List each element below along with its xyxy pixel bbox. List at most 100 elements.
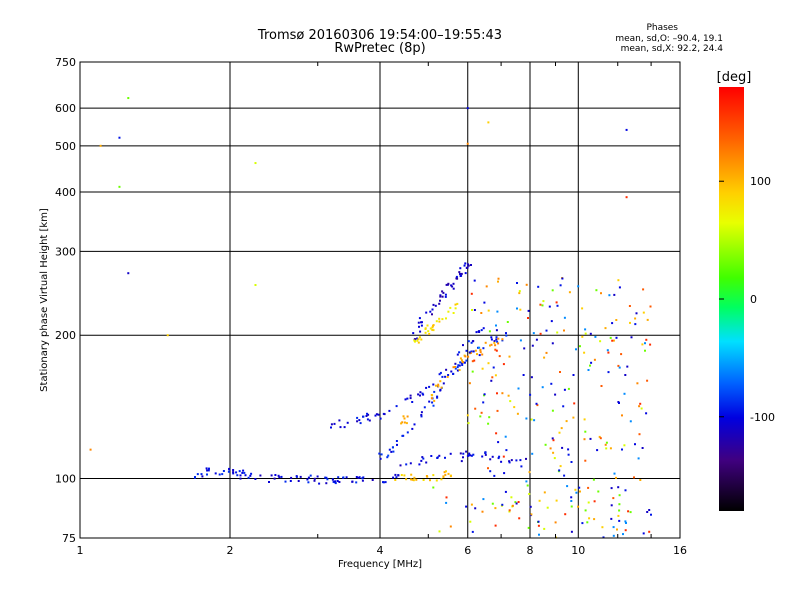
data-point [450,370,453,373]
colorbar-ticks: 100 0 -100 [719,175,775,424]
data-point [438,302,441,305]
data-point [471,530,474,533]
data-point [423,406,426,409]
phases-info-title: Phases [646,23,678,33]
data-point [561,277,564,280]
data-point [594,335,597,338]
x-tick-label: 4 [377,544,384,557]
data-point [325,482,328,485]
data-point [587,369,590,371]
data-point [461,364,464,366]
data-point [401,421,404,424]
data-point [538,499,541,502]
data-point [617,364,620,367]
data-point [417,321,420,324]
data-point [519,459,522,462]
data-point [583,418,586,421]
data-point [593,518,596,521]
data-point [405,463,408,466]
data-point [470,341,473,344]
data-point [413,476,416,479]
data-point [411,401,414,403]
data-point [480,411,483,414]
data-point [465,450,468,453]
data-point [466,142,469,145]
data-point [462,456,464,459]
data-point [277,474,280,477]
data-point [440,386,443,389]
data-point [415,478,418,481]
data-point [428,400,431,403]
data-point [618,509,621,512]
data-point [436,395,439,398]
data-point [561,446,564,449]
data-point [483,301,486,304]
data-point [425,461,428,464]
data-point [537,524,540,527]
data-point [403,421,406,424]
data-point [438,320,441,323]
data-point [239,474,242,477]
data-point [254,162,257,165]
data-point [506,321,509,323]
data-point [458,364,461,367]
data-point [508,510,511,513]
data-point [409,394,412,397]
data-point [355,476,358,478]
data-point [439,389,442,392]
data-point [456,353,459,356]
data-point [278,476,281,479]
data-point [375,413,378,416]
data-point [495,349,498,352]
data-point [542,300,545,303]
data-point [336,480,339,482]
data-point [118,136,121,139]
data-point [552,439,555,442]
x-tick-label: 8 [527,544,534,557]
data-point [475,331,478,334]
data-point [501,339,504,342]
data-point [489,344,491,347]
data-point [489,458,492,461]
data-point [440,478,443,481]
data-point [489,470,492,473]
data-point [529,393,532,396]
data-point [464,355,467,358]
data-point [605,441,608,444]
data-point [495,324,497,327]
data-point [483,393,486,396]
data-point [517,501,520,503]
data-point [625,196,628,199]
data-point [516,307,518,310]
data-point [595,289,598,292]
data-point [494,374,497,377]
data-point [452,287,455,290]
data-point [232,472,235,475]
data-point [338,419,341,422]
data-point [460,272,463,275]
data-point [604,443,607,446]
data-point [529,505,532,508]
data-point [342,476,345,479]
data-point [431,313,433,316]
data-point [581,307,584,310]
data-point [418,336,421,339]
data-point [559,465,562,468]
data-point [539,332,542,335]
data-point [397,474,400,477]
data-point [452,312,455,314]
data-point [570,505,573,508]
data-point [593,358,596,361]
data-point [441,375,444,378]
data-point [366,418,369,421]
data-point [405,422,408,425]
data-point [599,437,602,440]
data-point [497,457,500,460]
data-point [600,385,603,387]
data-point [527,309,530,312]
data-point [194,476,196,479]
data-point [596,449,599,452]
data-point [559,371,561,373]
data-point [438,530,441,533]
data-point [490,379,493,382]
